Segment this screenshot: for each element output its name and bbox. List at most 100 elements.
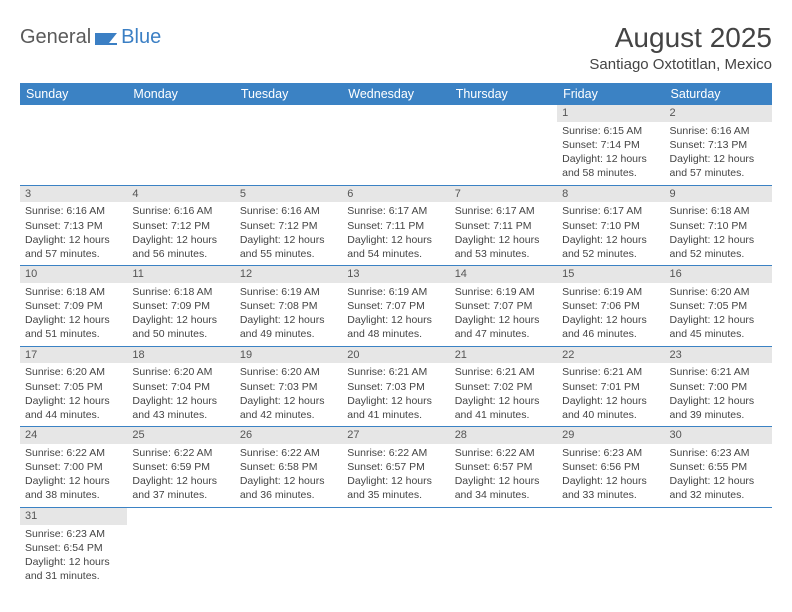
- daylight-text: Daylight: 12 hours and 54 minutes.: [347, 233, 444, 261]
- sunset-text: Sunset: 7:00 PM: [670, 380, 767, 394]
- day-content: Sunrise: 6:18 AMSunset: 7:10 PMDaylight:…: [665, 202, 772, 265]
- calendar-row: 24Sunrise: 6:22 AMSunset: 7:00 PMDayligh…: [20, 427, 772, 508]
- day-number: 11: [127, 266, 234, 283]
- sunset-text: Sunset: 6:54 PM: [25, 541, 122, 555]
- day-number: 25: [127, 427, 234, 444]
- sunset-text: Sunset: 7:11 PM: [455, 219, 552, 233]
- daylight-text: Daylight: 12 hours and 48 minutes.: [347, 313, 444, 341]
- logo-text-general: General: [20, 26, 91, 49]
- sunset-text: Sunset: 7:14 PM: [562, 138, 659, 152]
- day-header: Sunday: [20, 83, 127, 105]
- sunrise-text: Sunrise: 6:16 AM: [670, 124, 767, 138]
- daylight-text: Daylight: 12 hours and 33 minutes.: [562, 474, 659, 502]
- day-number: 5: [235, 186, 342, 203]
- sunset-text: Sunset: 7:12 PM: [132, 219, 229, 233]
- day-number: 8: [557, 186, 664, 203]
- day-content: Sunrise: 6:16 AMSunset: 7:12 PMDaylight:…: [235, 202, 342, 265]
- day-number: 16: [665, 266, 772, 283]
- day-number: 3: [20, 186, 127, 203]
- daylight-text: Daylight: 12 hours and 36 minutes.: [240, 474, 337, 502]
- sunset-text: Sunset: 7:07 PM: [347, 299, 444, 313]
- calendar-cell: [450, 105, 557, 185]
- calendar-cell: 12Sunrise: 6:19 AMSunset: 7:08 PMDayligh…: [235, 266, 342, 347]
- sunset-text: Sunset: 7:04 PM: [132, 380, 229, 394]
- daylight-text: Daylight: 12 hours and 57 minutes.: [670, 152, 767, 180]
- month-title: August 2025: [589, 22, 772, 54]
- sunrise-text: Sunrise: 6:20 AM: [25, 365, 122, 379]
- day-number: 22: [557, 347, 664, 364]
- day-number: 18: [127, 347, 234, 364]
- day-number: 1: [557, 105, 664, 122]
- sunset-text: Sunset: 7:02 PM: [455, 380, 552, 394]
- sunrise-text: Sunrise: 6:23 AM: [562, 446, 659, 460]
- day-content: Sunrise: 6:19 AMSunset: 7:08 PMDaylight:…: [235, 283, 342, 346]
- daylight-text: Daylight: 12 hours and 52 minutes.: [562, 233, 659, 261]
- calendar-cell: [450, 507, 557, 587]
- calendar-cell: 9Sunrise: 6:18 AMSunset: 7:10 PMDaylight…: [665, 185, 772, 266]
- day-header: Monday: [127, 83, 234, 105]
- day-content: Sunrise: 6:19 AMSunset: 7:07 PMDaylight:…: [450, 283, 557, 346]
- calendar-cell: 19Sunrise: 6:20 AMSunset: 7:03 PMDayligh…: [235, 346, 342, 427]
- daylight-text: Daylight: 12 hours and 47 minutes.: [455, 313, 552, 341]
- calendar-cell: 30Sunrise: 6:23 AMSunset: 6:55 PMDayligh…: [665, 427, 772, 508]
- sunrise-text: Sunrise: 6:22 AM: [240, 446, 337, 460]
- sunset-text: Sunset: 6:55 PM: [670, 460, 767, 474]
- sunrise-text: Sunrise: 6:19 AM: [562, 285, 659, 299]
- sunrise-text: Sunrise: 6:22 AM: [347, 446, 444, 460]
- day-content: Sunrise: 6:22 AMSunset: 6:59 PMDaylight:…: [127, 444, 234, 507]
- calendar-cell: 27Sunrise: 6:22 AMSunset: 6:57 PMDayligh…: [342, 427, 449, 508]
- calendar-cell: [235, 105, 342, 185]
- day-content: Sunrise: 6:20 AMSunset: 7:05 PMDaylight:…: [20, 363, 127, 426]
- day-content: Sunrise: 6:20 AMSunset: 7:04 PMDaylight:…: [127, 363, 234, 426]
- sunrise-text: Sunrise: 6:22 AM: [25, 446, 122, 460]
- calendar-cell: [127, 105, 234, 185]
- sunrise-text: Sunrise: 6:20 AM: [132, 365, 229, 379]
- day-number: 12: [235, 266, 342, 283]
- calendar-cell: 28Sunrise: 6:22 AMSunset: 6:57 PMDayligh…: [450, 427, 557, 508]
- calendar-cell: 2Sunrise: 6:16 AMSunset: 7:13 PMDaylight…: [665, 105, 772, 185]
- calendar-cell: 22Sunrise: 6:21 AMSunset: 7:01 PMDayligh…: [557, 346, 664, 427]
- sunrise-text: Sunrise: 6:16 AM: [25, 204, 122, 218]
- sunset-text: Sunset: 7:11 PM: [347, 219, 444, 233]
- sunrise-text: Sunrise: 6:16 AM: [240, 204, 337, 218]
- daylight-text: Daylight: 12 hours and 35 minutes.: [347, 474, 444, 502]
- day-number: 27: [342, 427, 449, 444]
- logo-text-blue: Blue: [121, 26, 161, 49]
- sunrise-text: Sunrise: 6:18 AM: [132, 285, 229, 299]
- day-number: 9: [665, 186, 772, 203]
- calendar-cell: [127, 507, 234, 587]
- calendar-cell: [665, 507, 772, 587]
- calendar-cell: 25Sunrise: 6:22 AMSunset: 6:59 PMDayligh…: [127, 427, 234, 508]
- sunset-text: Sunset: 7:03 PM: [240, 380, 337, 394]
- calendar-cell: 31Sunrise: 6:23 AMSunset: 6:54 PMDayligh…: [20, 507, 127, 587]
- daylight-text: Daylight: 12 hours and 50 minutes.: [132, 313, 229, 341]
- sunset-text: Sunset: 7:10 PM: [670, 219, 767, 233]
- sunset-text: Sunset: 7:09 PM: [132, 299, 229, 313]
- sunset-text: Sunset: 7:05 PM: [25, 380, 122, 394]
- page-header: General Blue August 2025 Santiago Oxtoti…: [20, 22, 772, 73]
- location-text: Santiago Oxtotitlan, Mexico: [589, 56, 772, 73]
- day-content: Sunrise: 6:16 AMSunset: 7:12 PMDaylight:…: [127, 202, 234, 265]
- daylight-text: Daylight: 12 hours and 43 minutes.: [132, 394, 229, 422]
- sunset-text: Sunset: 7:12 PM: [240, 219, 337, 233]
- calendar-cell: 6Sunrise: 6:17 AMSunset: 7:11 PMDaylight…: [342, 185, 449, 266]
- day-number: 13: [342, 266, 449, 283]
- day-number: 2: [665, 105, 772, 122]
- day-number: 26: [235, 427, 342, 444]
- sunrise-text: Sunrise: 6:21 AM: [455, 365, 552, 379]
- sunset-text: Sunset: 7:00 PM: [25, 460, 122, 474]
- day-header: Tuesday: [235, 83, 342, 105]
- daylight-text: Daylight: 12 hours and 34 minutes.: [455, 474, 552, 502]
- day-content: Sunrise: 6:15 AMSunset: 7:14 PMDaylight:…: [557, 122, 664, 185]
- daylight-text: Daylight: 12 hours and 52 minutes.: [670, 233, 767, 261]
- day-content: Sunrise: 6:22 AMSunset: 6:57 PMDaylight:…: [450, 444, 557, 507]
- sunrise-text: Sunrise: 6:19 AM: [240, 285, 337, 299]
- day-content: Sunrise: 6:17 AMSunset: 7:11 PMDaylight:…: [450, 202, 557, 265]
- calendar-cell: [342, 507, 449, 587]
- sunrise-text: Sunrise: 6:21 AM: [670, 365, 767, 379]
- day-content: Sunrise: 6:20 AMSunset: 7:05 PMDaylight:…: [665, 283, 772, 346]
- daylight-text: Daylight: 12 hours and 53 minutes.: [455, 233, 552, 261]
- daylight-text: Daylight: 12 hours and 46 minutes.: [562, 313, 659, 341]
- sunrise-text: Sunrise: 6:20 AM: [670, 285, 767, 299]
- day-number: 30: [665, 427, 772, 444]
